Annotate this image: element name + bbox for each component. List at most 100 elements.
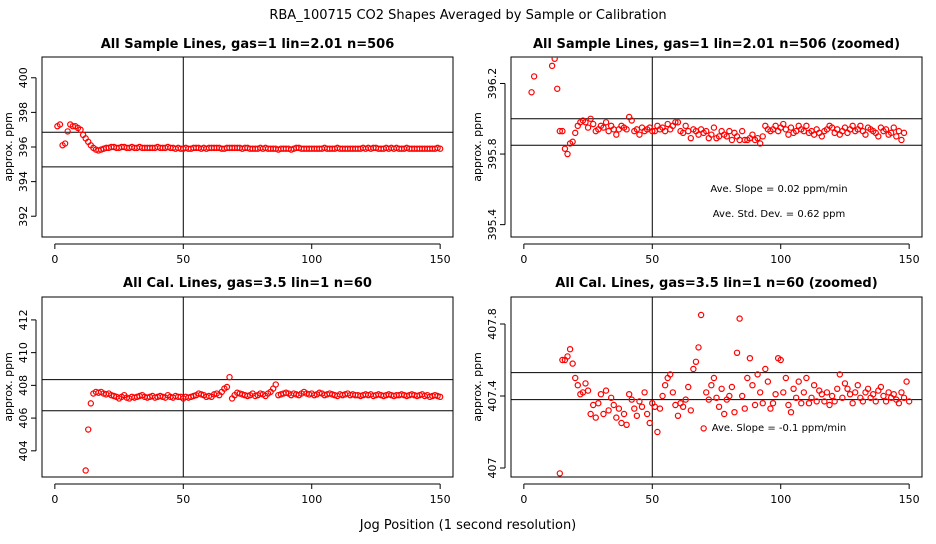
data-point (556, 127, 564, 135)
data-point (672, 401, 679, 409)
data-point (572, 374, 579, 382)
data-point (777, 356, 784, 364)
data-point (759, 133, 766, 140)
x-tick-label: 150 (430, 493, 451, 506)
data-point (893, 133, 900, 140)
data-point (649, 127, 656, 135)
data-point (805, 400, 813, 407)
data-point (854, 382, 861, 389)
data-point (674, 412, 682, 419)
data-point (849, 400, 856, 407)
data-point (846, 391, 854, 398)
data-point (759, 400, 766, 407)
data-point (641, 389, 648, 396)
data-point (87, 400, 95, 407)
data-point (584, 124, 592, 131)
data-point (785, 401, 792, 409)
data-point (834, 385, 841, 392)
data-point (664, 120, 671, 128)
data-point (726, 127, 733, 135)
data-point (754, 371, 761, 378)
y-tick-label: 408 (17, 375, 30, 396)
y-tick-label: 400 (17, 67, 30, 88)
data-point (746, 355, 754, 362)
data-point (602, 119, 610, 126)
data-point (803, 122, 810, 130)
y-axis-label: approx. ppm (471, 352, 484, 422)
data-point (705, 396, 712, 403)
data-point (800, 389, 808, 396)
plot-frame (41, 56, 454, 238)
data-point (836, 371, 844, 378)
data-point (564, 353, 571, 360)
y-axis-label: approx. ppm (2, 352, 15, 422)
data-point (864, 385, 872, 392)
data-point (564, 150, 571, 158)
data-point (436, 393, 444, 401)
data-point (749, 131, 756, 138)
data-point (561, 145, 569, 152)
data-point (669, 389, 677, 396)
data-point (900, 394, 908, 401)
data-point (584, 387, 592, 394)
data-point (769, 400, 777, 407)
figure-xlabel: Jog Position (1 second resolution) (359, 518, 577, 533)
data-point (695, 344, 702, 351)
data-point (880, 392, 887, 400)
data-series (528, 57, 908, 158)
data-point (728, 136, 736, 144)
data-point (613, 131, 620, 138)
data-point (77, 126, 84, 133)
data-point (798, 400, 805, 407)
data-point (613, 414, 620, 421)
data-point (667, 371, 674, 378)
data-point (736, 315, 743, 322)
data-point (723, 133, 730, 140)
data-point (762, 365, 769, 373)
data-point (710, 374, 718, 382)
data-point (569, 138, 576, 145)
data-point (869, 391, 877, 398)
data-point (659, 392, 666, 400)
data-point (787, 124, 795, 131)
data-point (615, 405, 623, 412)
annotation: Ave. Slope = 0.02 ppm/min (710, 184, 847, 195)
data-point (623, 126, 630, 133)
data-point (875, 133, 882, 140)
data-point (687, 134, 695, 142)
data-point (551, 57, 558, 62)
data-point (633, 412, 641, 419)
data-point (895, 127, 903, 135)
data-point (733, 349, 741, 356)
data-point (749, 382, 756, 389)
annotation: Ave. Std. Dev. = 0.62 ppm (713, 209, 845, 220)
data-point (785, 131, 792, 138)
data-point (813, 398, 820, 405)
data-point (744, 374, 751, 382)
data-point (690, 365, 697, 373)
data-point (756, 389, 764, 396)
data-point (756, 140, 764, 147)
data-point (790, 385, 797, 392)
figure-title: RBA_100715 CO2 Shapes Averaged by Sample… (269, 8, 666, 23)
y-tick-label: 392 (17, 206, 30, 227)
data-point (849, 122, 856, 130)
data-point (679, 403, 687, 410)
data-point (767, 405, 774, 412)
data-point (828, 392, 836, 400)
data-point (898, 389, 905, 396)
data-point (898, 136, 905, 144)
y-tick-label: 410 (17, 342, 30, 363)
panel-2: All Sample Lines, gas=1 lin=2.01 n=506 (… (471, 37, 923, 266)
x-tick-label: 150 (899, 493, 920, 506)
data-point (623, 421, 630, 428)
data-point (682, 122, 689, 130)
x-tick-label: 150 (899, 253, 920, 266)
data-point (826, 401, 833, 409)
data-point (787, 409, 795, 416)
y-tick-label: 407.4 (486, 380, 499, 412)
x-tick-label: 100 (770, 493, 791, 506)
data-point (721, 410, 728, 418)
data-point (715, 403, 723, 410)
data-point (582, 119, 589, 126)
